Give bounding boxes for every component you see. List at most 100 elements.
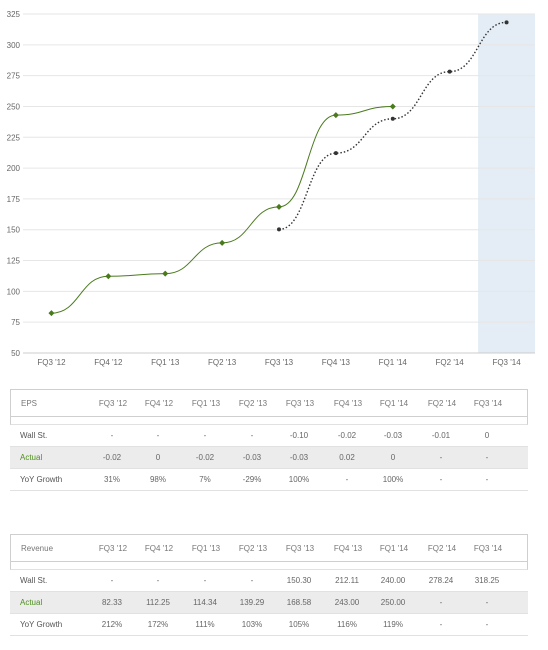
x-tick-label: FQ1 '13 bbox=[151, 358, 180, 367]
actual-point bbox=[48, 310, 55, 317]
column-header: FQ3 '14 bbox=[473, 398, 503, 408]
table-cell: - bbox=[439, 620, 443, 629]
table-cell: - bbox=[485, 475, 489, 484]
table-cell: 100% bbox=[382, 475, 404, 484]
y-tick-label: 250 bbox=[7, 102, 21, 111]
table-cell: - bbox=[439, 475, 443, 484]
table-header-row: EPS FQ3 '12 FQ4 '12 FQ1 '13 FQ2 '13 FQ3 '13 FQ… bbox=[10, 389, 528, 417]
column-header: FQ2 '14 bbox=[427, 398, 457, 408]
table-cell: - bbox=[110, 431, 114, 440]
y-tick-label: 125 bbox=[7, 257, 21, 266]
table-title: EPS bbox=[21, 398, 38, 408]
row-label: Actual bbox=[20, 453, 43, 462]
y-tick-label: 200 bbox=[7, 164, 21, 173]
table-row: Wall St. - - - - -0.10 -0.02 -0.03 -0.01 0 bbox=[10, 425, 528, 447]
table-cell: - bbox=[203, 576, 207, 585]
table-cell: 98% bbox=[149, 475, 166, 484]
table-row: Actual 82.33 112.25 114.34 139.29 168.58 243.0… bbox=[10, 592, 528, 614]
actual-point bbox=[389, 103, 396, 110]
table-cell: -0.03 bbox=[289, 453, 309, 462]
y-tick-label: 175 bbox=[7, 195, 21, 204]
y-tick-label: 225 bbox=[7, 133, 21, 142]
table-cell: 105% bbox=[288, 620, 310, 629]
column-header: FQ3 '13 bbox=[285, 398, 315, 408]
table-cell: -29% bbox=[242, 475, 262, 484]
column-header: FQ1 '14 bbox=[379, 543, 409, 553]
column-header: FQ3 '13 bbox=[285, 543, 315, 553]
table-cell: 243.00 bbox=[334, 598, 360, 607]
estimate-point bbox=[277, 227, 281, 232]
table-cell: - bbox=[345, 475, 349, 484]
table-cell: 0 bbox=[390, 453, 396, 462]
row-label: YoY Growth bbox=[20, 475, 63, 484]
table-cell: -0.03 bbox=[242, 453, 262, 462]
estimate-point bbox=[504, 20, 509, 25]
row-label: Wall St. bbox=[20, 576, 48, 585]
y-tick-label: 100 bbox=[7, 287, 21, 296]
table-cell: 212% bbox=[101, 620, 123, 629]
actual-point bbox=[105, 273, 112, 280]
table-cell: -0.02 bbox=[195, 453, 215, 462]
table-cell: 278.24 bbox=[428, 576, 454, 585]
table-cell: -0.01 bbox=[431, 431, 451, 440]
column-header: FQ2 '14 bbox=[427, 543, 457, 553]
table-title: Revenue bbox=[21, 543, 54, 553]
column-header: FQ3 '12 bbox=[98, 543, 128, 553]
y-tick-label: 300 bbox=[7, 41, 21, 50]
table-cell: 82.33 bbox=[101, 598, 123, 607]
column-header: FQ4 '12 bbox=[144, 398, 174, 408]
table-row: Wall St. - - - - 150.30 212.11 240.00 278.24 318.… bbox=[10, 570, 528, 592]
revenue-chart: 50 75 100 125 150 175 200 225 250 275 300 325 FQ3 '1… bbox=[7, 10, 535, 367]
y-tick-label: 50 bbox=[11, 349, 20, 358]
actual-point bbox=[162, 270, 169, 277]
actual-point bbox=[276, 203, 282, 210]
actual-point bbox=[219, 239, 226, 246]
table-cell: - bbox=[110, 576, 114, 585]
table-cell: 318.25 bbox=[474, 576, 500, 585]
column-header: FQ4 '12 bbox=[144, 543, 174, 553]
table-cell: - bbox=[485, 598, 489, 607]
x-tick-label: FQ3 '13 bbox=[265, 358, 294, 367]
table-cell: - bbox=[439, 598, 443, 607]
table-cell: 212.11 bbox=[335, 576, 359, 585]
y-tick-label: 275 bbox=[7, 72, 21, 81]
table-cell: 7% bbox=[199, 475, 211, 484]
table-cell: 116% bbox=[337, 620, 357, 629]
y-tick-label: 75 bbox=[11, 318, 20, 327]
column-header: FQ1 '13 bbox=[191, 398, 221, 408]
table-row: Actual -0.02 0 -0.02 -0.03 -0.03 0.02 0 - - bbox=[10, 447, 528, 469]
table-cell: -0.02 bbox=[102, 453, 122, 462]
estimate-series-line bbox=[278, 21, 507, 231]
x-tick-label: FQ3 '12 bbox=[37, 358, 66, 367]
y-tick-label: 150 bbox=[7, 226, 21, 235]
table-cell: - bbox=[156, 576, 160, 585]
table-cell: 0 bbox=[484, 431, 490, 440]
estimate-point bbox=[447, 69, 452, 74]
table-cell: 0 bbox=[155, 453, 161, 462]
column-header: FQ1 '14 bbox=[379, 398, 409, 408]
table-cell: -0.03 bbox=[383, 431, 403, 440]
x-tick-label: FQ1 '14 bbox=[379, 358, 408, 367]
table-cell: 119% bbox=[383, 620, 403, 629]
table-cell: 111% bbox=[195, 620, 215, 629]
table-cell: - bbox=[250, 576, 254, 585]
table-cell: 31% bbox=[103, 475, 120, 484]
row-label: YoY Growth bbox=[20, 620, 63, 629]
table-header-row: Revenue FQ3 '12 FQ4 '12 FQ1 '13 FQ2 '13 FQ3 '… bbox=[10, 534, 528, 562]
table-cell: 150.30 bbox=[286, 576, 312, 585]
table-cell: 100% bbox=[288, 475, 310, 484]
estimate-point bbox=[390, 116, 395, 121]
x-tick-label: FQ4 '12 bbox=[94, 358, 123, 367]
row-label: Actual bbox=[20, 598, 43, 607]
row-label: Wall St. bbox=[20, 431, 48, 440]
x-tick-label: FQ4 '13 bbox=[322, 358, 351, 367]
table-cell: -0.02 bbox=[337, 431, 357, 440]
column-header: FQ2 '13 bbox=[238, 543, 268, 553]
table-cell: 114.34 bbox=[193, 598, 217, 607]
table-cell: - bbox=[250, 431, 254, 440]
table-cell: - bbox=[203, 431, 207, 440]
column-header: FQ3 '12 bbox=[98, 398, 128, 408]
column-header: FQ4 '13 bbox=[333, 398, 363, 408]
column-header: FQ2 '13 bbox=[238, 398, 268, 408]
table-cell: - bbox=[439, 453, 443, 462]
